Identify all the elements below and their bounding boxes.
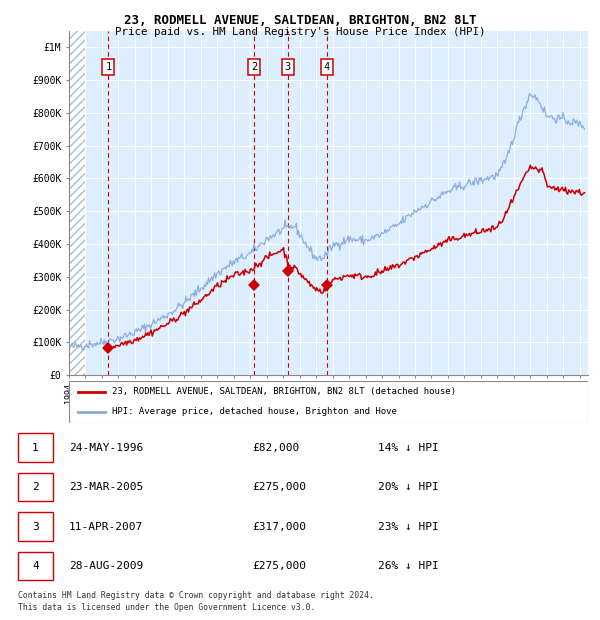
Text: Price paid vs. HM Land Registry's House Price Index (HPI): Price paid vs. HM Land Registry's House … xyxy=(115,27,485,37)
Text: Contains HM Land Registry data © Crown copyright and database right 2024.: Contains HM Land Registry data © Crown c… xyxy=(18,591,374,600)
Text: This data is licensed under the Open Government Licence v3.0.: This data is licensed under the Open Gov… xyxy=(18,603,316,612)
Text: 20% ↓ HPI: 20% ↓ HPI xyxy=(378,482,439,492)
Text: 24-MAY-1996: 24-MAY-1996 xyxy=(69,443,143,453)
Text: 2: 2 xyxy=(32,482,39,492)
Text: HPI: Average price, detached house, Brighton and Hove: HPI: Average price, detached house, Brig… xyxy=(112,407,397,417)
Text: 23, RODMELL AVENUE, SALTDEAN, BRIGHTON, BN2 8LT: 23, RODMELL AVENUE, SALTDEAN, BRIGHTON, … xyxy=(124,14,476,27)
Text: 23% ↓ HPI: 23% ↓ HPI xyxy=(378,521,439,531)
Text: 11-APR-2007: 11-APR-2007 xyxy=(69,521,143,531)
Text: £275,000: £275,000 xyxy=(252,482,306,492)
Text: £82,000: £82,000 xyxy=(252,443,299,453)
Text: 28-AUG-2009: 28-AUG-2009 xyxy=(69,561,143,571)
Text: 2: 2 xyxy=(251,62,257,72)
Text: 23-MAR-2005: 23-MAR-2005 xyxy=(69,482,143,492)
Text: 3: 3 xyxy=(284,62,291,72)
Text: 4: 4 xyxy=(32,561,39,571)
Text: 26% ↓ HPI: 26% ↓ HPI xyxy=(378,561,439,571)
Text: £275,000: £275,000 xyxy=(252,561,306,571)
Text: £317,000: £317,000 xyxy=(252,521,306,531)
Text: 4: 4 xyxy=(324,62,330,72)
Text: 14% ↓ HPI: 14% ↓ HPI xyxy=(378,443,439,453)
Text: 3: 3 xyxy=(32,521,39,531)
Bar xyxy=(69,31,85,375)
FancyBboxPatch shape xyxy=(69,381,588,423)
Text: 23, RODMELL AVENUE, SALTDEAN, BRIGHTON, BN2 8LT (detached house): 23, RODMELL AVENUE, SALTDEAN, BRIGHTON, … xyxy=(112,387,455,396)
Text: 1: 1 xyxy=(105,62,112,72)
Text: 1: 1 xyxy=(32,443,39,453)
